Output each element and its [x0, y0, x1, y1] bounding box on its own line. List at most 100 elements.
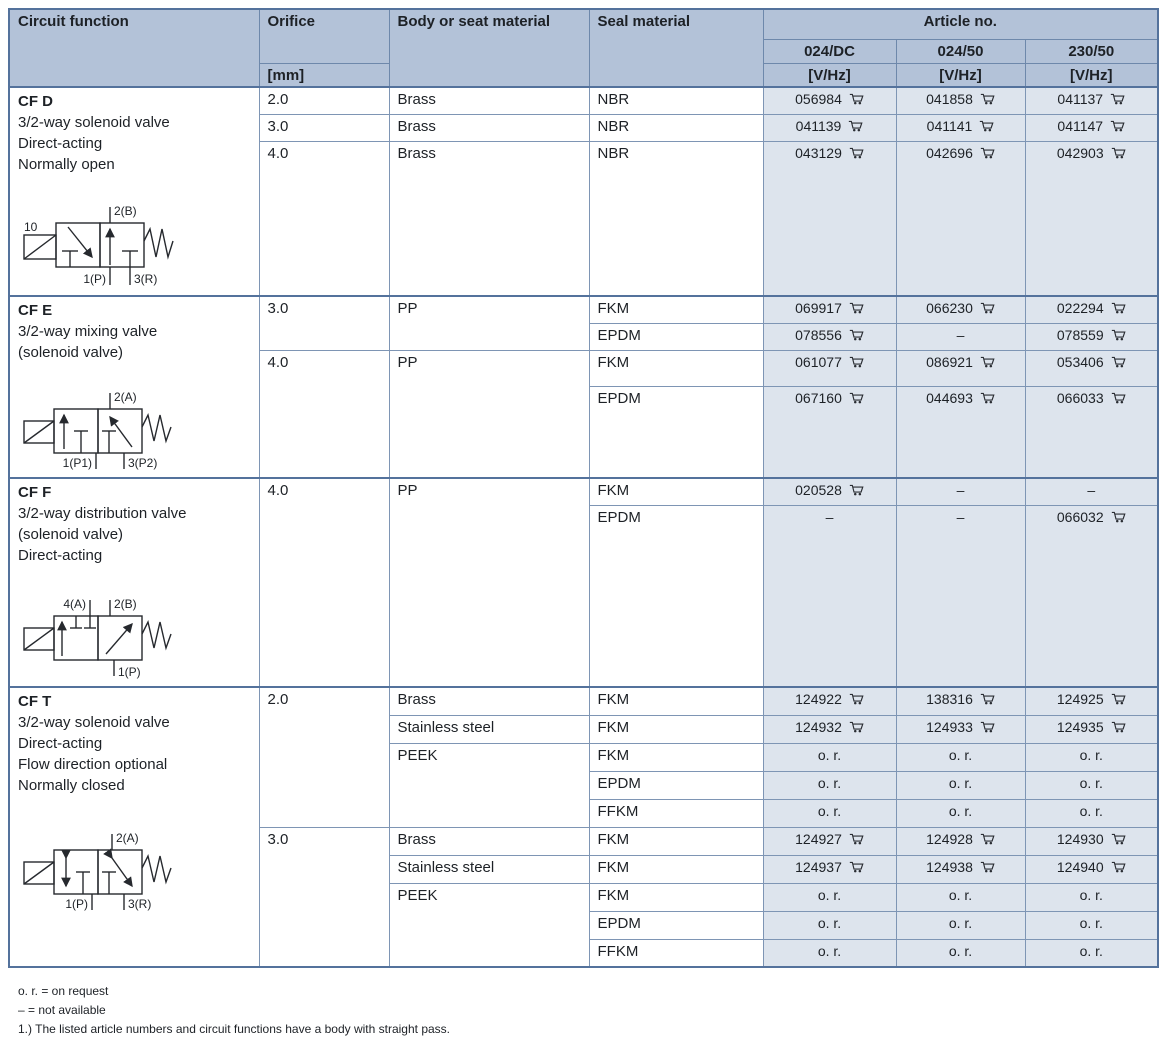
cft-desc-line: Direct-acting: [18, 735, 103, 752]
article-number: 138316: [926, 691, 973, 707]
cart-icon[interactable]: [1111, 147, 1126, 159]
cart-icon[interactable]: [980, 833, 995, 845]
article-number: 041147: [1057, 117, 1104, 134]
cfd-title: CF D: [18, 93, 53, 110]
article-number: 124933: [926, 718, 973, 735]
valve-diagram-cfe: 2(A) 1(P1) 3(P2): [23, 390, 172, 470]
cart-icon[interactable]: [1111, 721, 1126, 733]
seal-cell: FFKM: [588, 798, 764, 828]
cart-icon[interactable]: [1111, 833, 1126, 845]
seal-cell: NBR: [588, 86, 764, 115]
cff-desc-line: Direct-acting: [18, 547, 103, 564]
cart-icon[interactable]: [980, 302, 995, 314]
article-number: 124938: [926, 858, 973, 875]
cart-icon[interactable]: [1111, 861, 1126, 873]
cft-desc-line: 3/2-way solenoid valve: [18, 714, 170, 731]
body-cell: Brass: [388, 826, 590, 856]
cart-icon[interactable]: [849, 484, 864, 496]
article-number: 061077: [795, 353, 842, 370]
cart-icon[interactable]: [849, 356, 864, 368]
article-cell: o. r.: [762, 882, 897, 912]
article-cell: 053406: [1024, 349, 1159, 387]
cart-icon[interactable]: [980, 693, 995, 705]
header-article-no: Article no.: [762, 8, 1159, 40]
header-unit-2: [V/Hz]: [895, 62, 1026, 88]
article-cell: o. r.: [762, 798, 897, 828]
cart-icon[interactable]: [849, 93, 864, 105]
cart-icon[interactable]: [980, 147, 995, 159]
svg-text:2(A): 2(A): [116, 831, 139, 845]
article-cell: 066230: [895, 295, 1026, 324]
seal-cell: FKM: [588, 349, 764, 387]
seal-cell: FKM: [588, 742, 764, 772]
body-cell: Brass: [388, 113, 590, 142]
article-number: 086921: [926, 353, 973, 370]
cart-icon[interactable]: [849, 392, 864, 404]
cart-icon[interactable]: [980, 861, 995, 873]
cart-icon[interactable]: [980, 392, 995, 404]
svg-text:1(P): 1(P): [65, 897, 88, 911]
body-cell: PEEK: [388, 882, 590, 968]
cart-icon[interactable]: [1111, 693, 1126, 705]
article-number: 044693: [926, 389, 973, 406]
cart-icon[interactable]: [849, 861, 864, 873]
cart-icon[interactable]: [849, 833, 864, 845]
svg-text:4(A): 4(A): [63, 597, 86, 611]
cart-icon[interactable]: [1111, 392, 1126, 404]
cff-desc-line: (solenoid valve): [18, 526, 124, 543]
cart-icon[interactable]: [1111, 511, 1126, 523]
note-on-request: o. r. = on request: [18, 984, 109, 998]
cart-icon[interactable]: [980, 356, 995, 368]
cfd-desc-line: Normally open: [18, 156, 115, 173]
article-cell: 061077: [762, 349, 897, 387]
cart-icon[interactable]: [849, 721, 864, 733]
cart-icon[interactable]: [848, 120, 863, 132]
cart-icon[interactable]: [979, 120, 994, 132]
body-cell: PP: [388, 295, 590, 351]
article-number: 066032: [1056, 508, 1104, 525]
cart-icon[interactable]: [849, 693, 864, 705]
article-cell: o. r.: [762, 742, 897, 772]
article-cell: 124937: [762, 854, 897, 884]
svg-text:2(B): 2(B): [114, 204, 137, 218]
circuit-function-cfe: CF E 3/2-way mixing valve (solenoid valv…: [8, 295, 260, 479]
article-cell: 042903: [1024, 140, 1159, 297]
cart-icon[interactable]: [1110, 93, 1125, 105]
cart-icon[interactable]: [1111, 302, 1126, 314]
svg-text:2(A): 2(A): [114, 390, 137, 404]
body-cell: Stainless steel: [388, 714, 590, 744]
cart-icon[interactable]: [1111, 329, 1126, 341]
article-number: 020528: [795, 482, 842, 498]
article-number: 069917: [795, 300, 842, 316]
cart-icon[interactable]: [980, 721, 995, 733]
header-unit-1: [V/Hz]: [762, 62, 897, 88]
article-cell: 138316: [895, 686, 1026, 716]
cart-icon[interactable]: [849, 147, 864, 159]
article-number: 078556: [795, 326, 842, 343]
article-cell: 042696: [895, 140, 1026, 297]
svg-text:1(P1): 1(P1): [63, 456, 92, 470]
cft-desc-line: Normally closed: [18, 777, 125, 794]
header-body-material: Body or seat material: [388, 8, 590, 88]
article-number: 056984: [795, 91, 842, 107]
article-cell: o. r.: [1024, 770, 1159, 800]
cart-icon[interactable]: [1110, 120, 1125, 132]
article-number: 067160: [795, 389, 842, 406]
svg-text:1(P): 1(P): [118, 665, 141, 679]
cart-icon[interactable]: [980, 93, 995, 105]
article-cell: o. r.: [1024, 938, 1159, 968]
article-cell: o. r.: [1024, 910, 1159, 940]
body-cell: PP: [388, 349, 590, 479]
article-cell: 066032: [1024, 504, 1159, 688]
article-number: 078559: [1056, 326, 1104, 343]
seal-cell: NBR: [588, 140, 764, 297]
cart-icon[interactable]: [849, 329, 864, 341]
article-cell: 041137: [1024, 86, 1159, 115]
article-cell: o. r.: [762, 938, 897, 968]
article-number: 042696: [926, 144, 973, 161]
svg-text:10: 10: [24, 220, 38, 234]
seal-cell: EPDM: [588, 385, 764, 479]
cart-icon[interactable]: [849, 302, 864, 314]
cart-icon[interactable]: [1111, 356, 1126, 368]
